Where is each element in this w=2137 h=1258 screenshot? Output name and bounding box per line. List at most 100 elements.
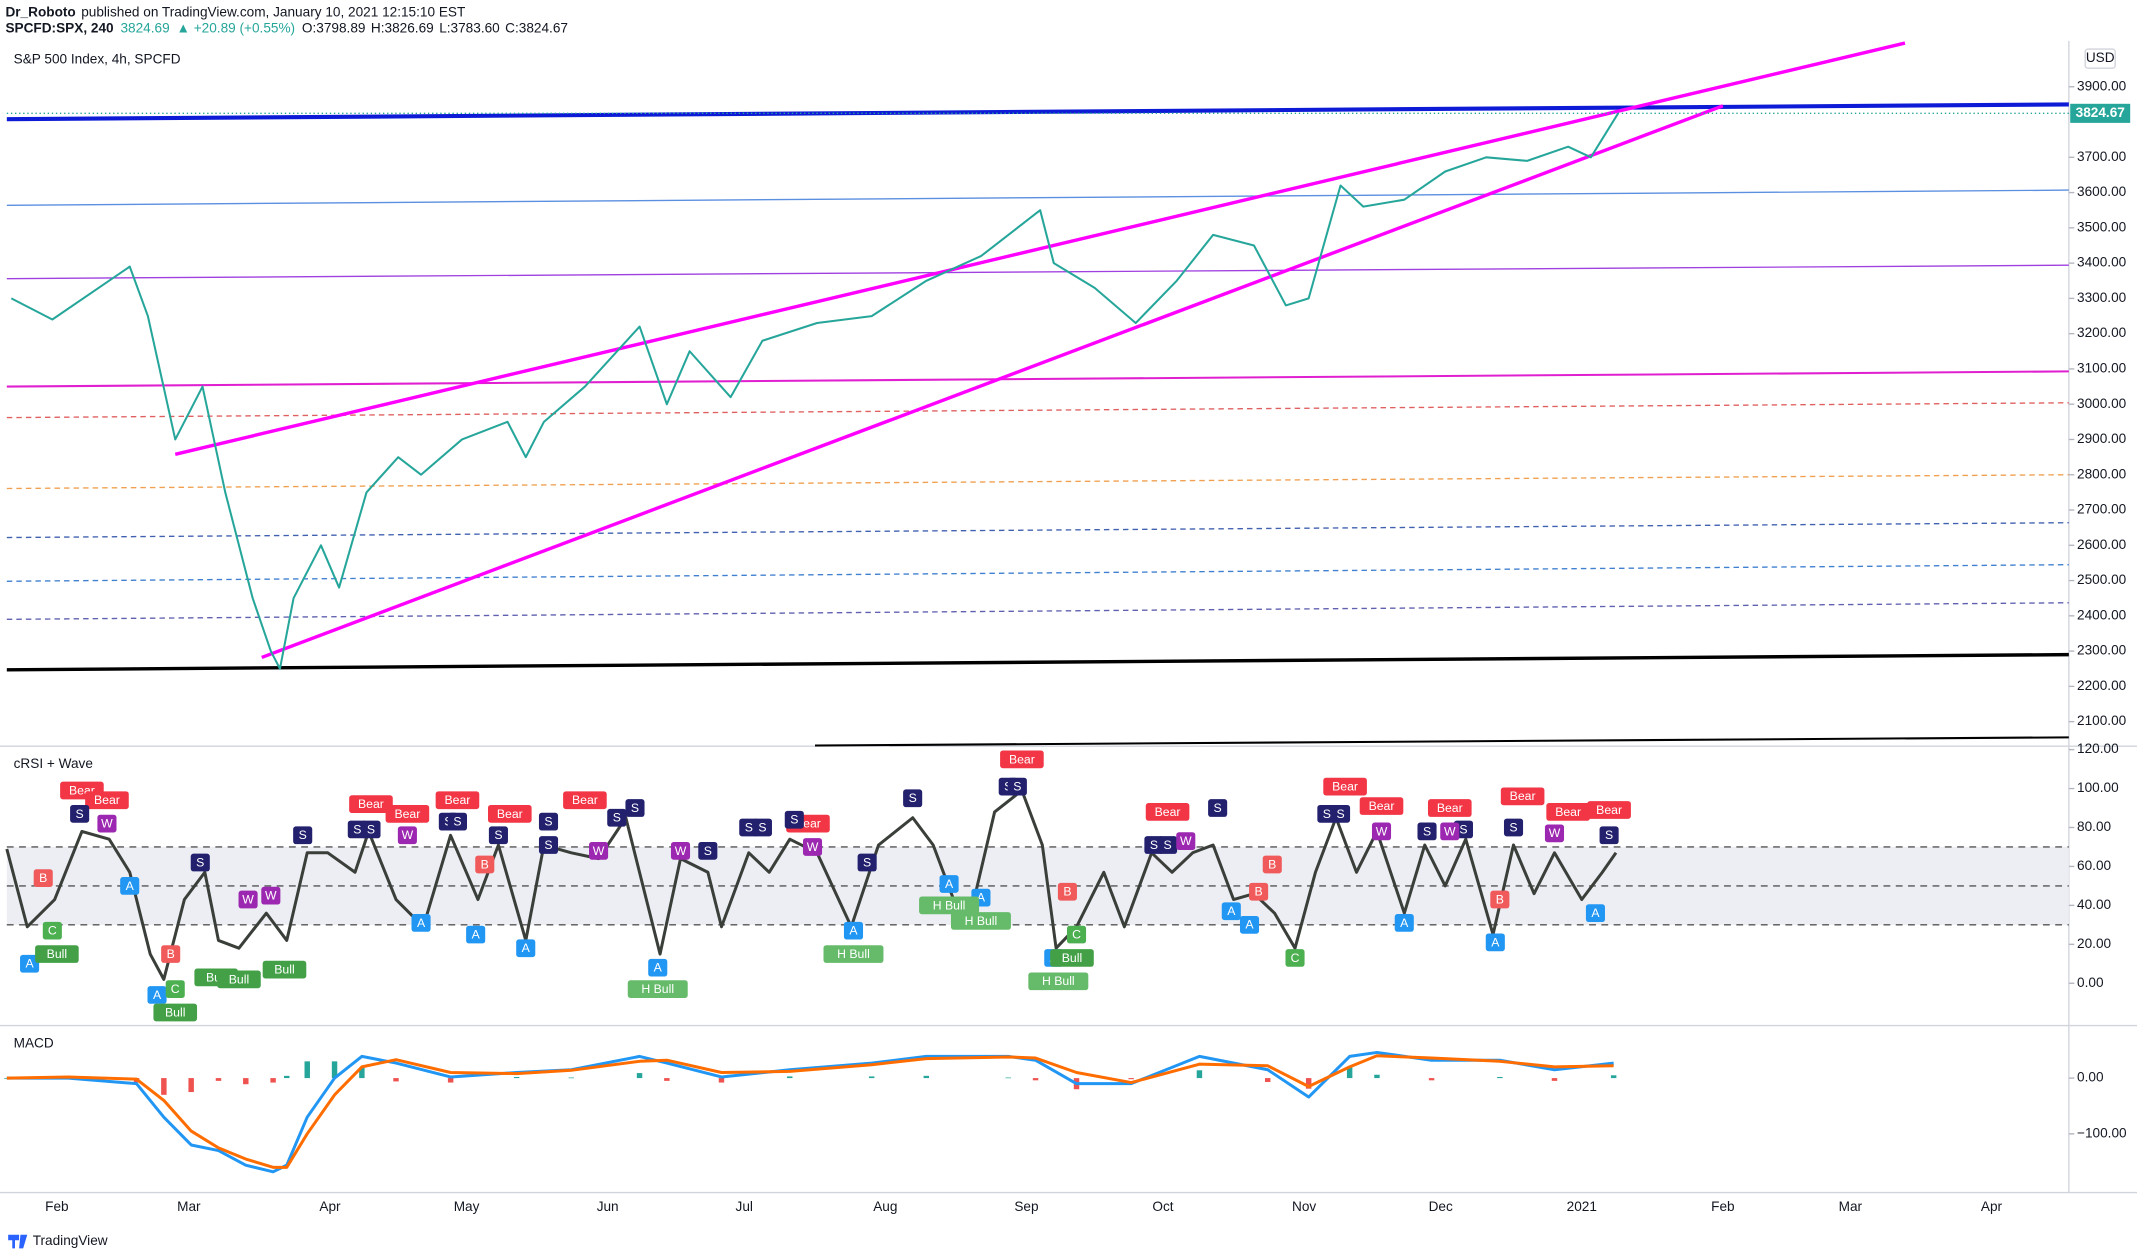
signal-text: Bear xyxy=(1437,801,1463,815)
signal-text: Bear xyxy=(1332,780,1358,794)
tradingview-logo[interactable]: TradingView xyxy=(8,1233,108,1249)
change: ▲ +20.89 (+0.55%) xyxy=(176,20,295,35)
histogram-bar xyxy=(284,1075,290,1079)
signal-box xyxy=(903,789,923,808)
signal-box xyxy=(627,980,688,998)
drawn-line xyxy=(6,652,2069,672)
signal-text: Bull xyxy=(229,972,249,986)
signal-text: S xyxy=(367,822,375,836)
signal-box xyxy=(35,945,79,963)
currency-box[interactable] xyxy=(2084,48,2116,69)
signal-text: S xyxy=(1163,838,1171,852)
signal-box xyxy=(349,795,393,813)
signal-text: Bear xyxy=(1009,752,1035,766)
signal-text: Bear xyxy=(497,807,523,821)
signal-box xyxy=(1440,822,1460,841)
signal-label: A xyxy=(648,958,668,977)
signal-text: A xyxy=(654,961,663,975)
signal-text: S xyxy=(790,813,798,827)
signal-label: B xyxy=(33,869,53,887)
signal-text: A xyxy=(522,941,531,955)
histogram-bar xyxy=(1305,1078,1312,1089)
x-tick-label: Apr xyxy=(1981,1199,2003,1214)
signal-label: S xyxy=(488,826,508,845)
signal-text: Bear xyxy=(394,807,420,821)
signal-label: W xyxy=(238,890,258,909)
signal-label: B xyxy=(1490,890,1510,909)
pane-title: S&P 500 Index, 4h, SPCFD xyxy=(14,52,181,67)
y-tick-label: 3200.00 xyxy=(2077,325,2127,340)
published: published on TradingView.com, January 10… xyxy=(81,4,465,19)
signal-box xyxy=(1394,914,1414,932)
signal-text: W xyxy=(242,892,254,906)
signal-box xyxy=(385,805,430,823)
signal-text: S xyxy=(299,828,307,842)
signal-text: A xyxy=(126,879,135,893)
signal-text: Bull xyxy=(274,963,294,977)
drawn-line xyxy=(6,602,2069,621)
signal-label: S xyxy=(784,810,804,829)
signal-label: S xyxy=(607,808,627,827)
signal-text: Bull xyxy=(165,1005,185,1019)
signal-box xyxy=(1503,818,1524,837)
histogram-bar xyxy=(636,1073,643,1079)
low: L:3783.60 xyxy=(439,20,500,35)
signal-label: S xyxy=(447,812,467,831)
signal-box xyxy=(33,869,53,887)
signal-label: Bull xyxy=(1050,949,1094,967)
y-tick-label: 0.00 xyxy=(2077,975,2104,990)
signal-label: H Bull xyxy=(823,945,884,963)
signal-box xyxy=(238,890,258,909)
x-tick-label: Aug xyxy=(873,1199,897,1214)
drawn-line xyxy=(6,402,2069,419)
signal-label: A xyxy=(1221,902,1241,921)
histogram-bar xyxy=(243,1078,249,1085)
y-tick-label: 2200.00 xyxy=(2077,678,2127,693)
signal-label: B xyxy=(475,855,495,874)
signal-label: H Bull xyxy=(950,912,1011,930)
signal-box xyxy=(752,818,772,837)
signal-text: S xyxy=(76,807,84,821)
signal-label: W xyxy=(670,841,691,860)
signal-label: C xyxy=(1285,949,1305,967)
publisher[interactable]: Dr_Roboto xyxy=(5,4,75,19)
signal-box xyxy=(1285,949,1305,967)
signal-label: A xyxy=(120,877,140,895)
signal-text: W xyxy=(1376,824,1388,838)
signal-text: Bear xyxy=(1510,789,1536,803)
signal-text: H Bull xyxy=(1042,974,1075,988)
signal-text: B xyxy=(1063,885,1071,899)
histogram-bar xyxy=(718,1078,725,1083)
signal-box xyxy=(1500,787,1545,806)
histogram-bar xyxy=(1428,1078,1435,1081)
signal-text: S xyxy=(1509,820,1517,834)
signal-box xyxy=(1158,836,1178,854)
high: H:3826.69 xyxy=(371,20,434,35)
signal-text: S xyxy=(631,801,639,815)
signal-box xyxy=(1176,832,1196,850)
histogram-bar xyxy=(787,1076,793,1079)
histogram-bar xyxy=(359,1067,365,1079)
signal-box xyxy=(293,826,313,845)
signal-label: W xyxy=(397,826,417,845)
signal-text: A xyxy=(977,891,986,905)
signal-label: A xyxy=(411,914,431,932)
x-tick-label: Jun xyxy=(597,1199,619,1214)
histogram-bar xyxy=(1497,1076,1503,1079)
signal-text: W xyxy=(1180,834,1192,848)
signal-text: C xyxy=(171,982,180,996)
signal-label: S xyxy=(1331,805,1351,823)
signal-box xyxy=(1007,777,1027,796)
signal-label: A xyxy=(147,986,167,1004)
signal-label: Bear xyxy=(435,791,480,810)
header-line-1: Dr_Roboto published on TradingView.com, J… xyxy=(5,4,465,19)
signal-text: B xyxy=(1268,857,1276,871)
signal-label: S xyxy=(1599,826,1619,845)
signal-box xyxy=(538,836,559,854)
signal-text: Bear xyxy=(445,793,471,807)
signal-box xyxy=(1599,826,1619,845)
y-tick-label: 60.00 xyxy=(2077,858,2111,873)
x-tick-label: Mar xyxy=(177,1199,201,1214)
x-tick-label: 2021 xyxy=(1567,1199,1597,1214)
signal-label: Bear xyxy=(1427,799,1472,817)
